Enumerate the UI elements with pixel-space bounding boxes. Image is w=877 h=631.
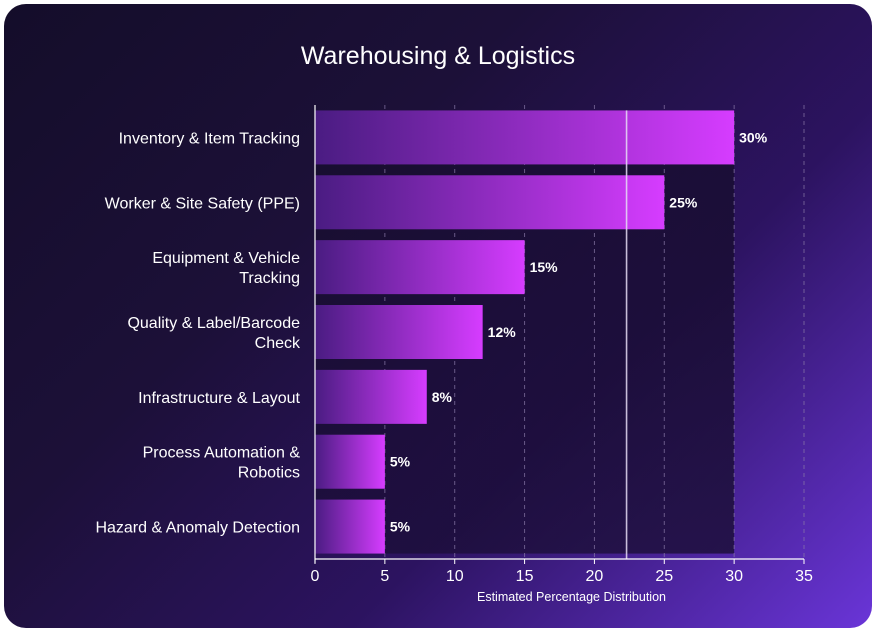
chart-card: Warehousing & Logistics 30% Inventory & I… (4, 4, 872, 628)
bar-5 (315, 434, 385, 489)
x-tick-label-25: 25 (655, 568, 673, 585)
category-label-5-line-1: Robotics (238, 465, 300, 482)
bar-2 (315, 240, 525, 295)
value-label-6: 5% (390, 519, 411, 535)
value-label-0: 30% (739, 129, 768, 145)
x-axis-label: Estimated Percentage Distribution (477, 590, 666, 604)
bar-4 (315, 369, 427, 424)
category-label-6: Hazard & Anomaly Detection (95, 520, 300, 537)
value-label-5: 5% (390, 454, 411, 470)
category-label-1: Worker & Site Safety (PPE) (105, 195, 300, 212)
x-tick-label-15: 15 (516, 568, 534, 585)
x-tick-label-5: 5 (380, 568, 389, 585)
bar-6 (315, 499, 385, 554)
category-label-2-line-1: Tracking (239, 270, 300, 287)
value-label-2: 15% (530, 259, 559, 275)
value-label-3: 12% (488, 324, 517, 340)
value-label-1: 25% (669, 194, 698, 210)
x-tick-label-35: 35 (795, 568, 813, 585)
category-label-2-line-0: Equipment & Vehicle (152, 250, 300, 267)
x-tick-label-0: 0 (311, 568, 320, 585)
bar-3 (315, 305, 483, 359)
chart-title: Warehousing & Logistics (300, 42, 576, 70)
category-label-3-line-0: Quality & Label/Barcode (127, 315, 300, 332)
value-label-4: 8% (432, 389, 453, 405)
category-label-3-line-1: Check (255, 335, 301, 352)
category-label-5-line-0: Process Automation & (143, 445, 301, 462)
category-label-0: Inventory & Item Tracking (119, 130, 300, 147)
x-tick-label-20: 20 (586, 568, 604, 585)
x-tick-label-30: 30 (725, 568, 743, 585)
x-tick-label-10: 10 (446, 568, 464, 585)
bar-chart: 30% Inventory & Item Tracking 25% Worker & … (95, 105, 813, 604)
bar-1 (315, 175, 665, 230)
bar-0 (315, 110, 735, 165)
category-label-4: Infrastructure & Layout (138, 390, 300, 407)
